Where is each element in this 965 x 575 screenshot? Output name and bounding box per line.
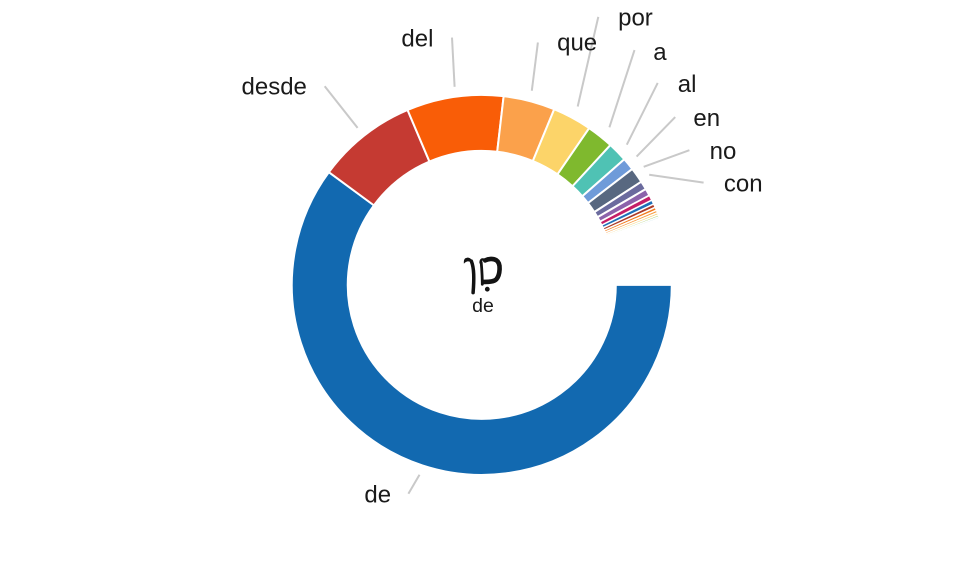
svg-text:del: del (401, 25, 433, 52)
svg-text:a: a (653, 39, 667, 66)
svg-text:desde: desde (242, 73, 307, 100)
svg-text:de: de (472, 295, 494, 317)
svg-text:con: con (724, 171, 763, 198)
svg-text:no: no (710, 138, 737, 165)
svg-text:por: por (618, 4, 653, 31)
svg-text:de: de (364, 481, 391, 508)
svg-text:al: al (678, 71, 697, 98)
svg-text:en: en (693, 105, 720, 132)
svg-text:que: que (557, 29, 597, 56)
